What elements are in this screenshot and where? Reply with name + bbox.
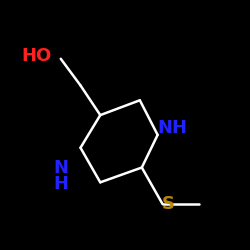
Text: NH: NH (157, 119, 187, 137)
Text: H: H (53, 175, 68, 193)
Text: S: S (162, 195, 175, 213)
Text: N: N (53, 158, 68, 176)
Text: HO: HO (21, 47, 52, 65)
